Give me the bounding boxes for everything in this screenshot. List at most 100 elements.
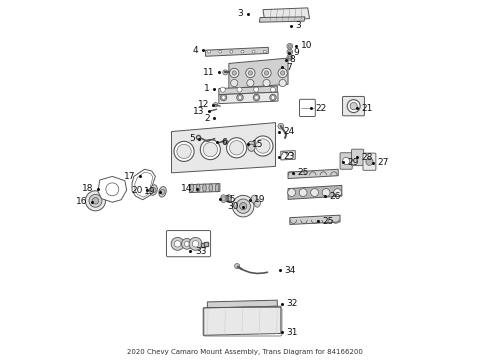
- Text: 26: 26: [329, 192, 341, 201]
- Circle shape: [174, 141, 194, 161]
- Text: 28: 28: [362, 153, 373, 162]
- Circle shape: [288, 189, 295, 197]
- Text: 31: 31: [286, 328, 298, 337]
- Circle shape: [334, 189, 342, 197]
- Text: 6: 6: [221, 138, 227, 147]
- Circle shape: [262, 68, 271, 78]
- FancyBboxPatch shape: [351, 149, 364, 166]
- Ellipse shape: [251, 195, 257, 203]
- Circle shape: [322, 189, 330, 197]
- Polygon shape: [263, 8, 310, 21]
- Circle shape: [263, 50, 266, 53]
- Text: 11: 11: [203, 68, 215, 77]
- Text: 19: 19: [144, 187, 155, 196]
- Circle shape: [220, 87, 225, 92]
- Circle shape: [192, 240, 199, 247]
- Text: 8: 8: [290, 55, 295, 64]
- Text: 16: 16: [76, 197, 87, 206]
- Text: 25: 25: [297, 168, 308, 177]
- Circle shape: [347, 100, 360, 113]
- FancyBboxPatch shape: [167, 230, 211, 257]
- Circle shape: [248, 141, 255, 148]
- Circle shape: [253, 136, 273, 156]
- Circle shape: [226, 138, 246, 158]
- Polygon shape: [290, 215, 340, 225]
- Circle shape: [237, 87, 242, 92]
- Circle shape: [289, 56, 291, 59]
- Circle shape: [219, 50, 221, 53]
- Circle shape: [232, 71, 236, 75]
- Polygon shape: [219, 92, 278, 104]
- Text: 10: 10: [300, 41, 312, 50]
- Polygon shape: [259, 17, 305, 22]
- Circle shape: [311, 189, 319, 197]
- Polygon shape: [98, 176, 126, 202]
- Text: 5: 5: [189, 134, 195, 143]
- Circle shape: [255, 96, 258, 99]
- Circle shape: [220, 94, 227, 101]
- Circle shape: [221, 197, 225, 201]
- Text: 33: 33: [195, 247, 206, 256]
- Circle shape: [231, 80, 238, 87]
- Circle shape: [236, 199, 250, 213]
- Text: 34: 34: [285, 266, 296, 275]
- Circle shape: [89, 194, 102, 207]
- Polygon shape: [204, 306, 281, 335]
- Circle shape: [160, 189, 165, 194]
- Text: 23: 23: [284, 152, 295, 161]
- Text: 19: 19: [254, 195, 266, 204]
- Circle shape: [238, 96, 242, 99]
- Circle shape: [232, 195, 254, 217]
- FancyBboxPatch shape: [343, 96, 365, 116]
- Circle shape: [235, 264, 240, 269]
- Text: 24: 24: [284, 127, 295, 136]
- Circle shape: [230, 50, 233, 53]
- Text: 14: 14: [181, 184, 192, 193]
- Text: 21: 21: [362, 104, 373, 113]
- Text: 15: 15: [224, 194, 236, 203]
- Circle shape: [248, 144, 255, 151]
- Ellipse shape: [226, 195, 232, 203]
- Ellipse shape: [209, 184, 213, 192]
- Text: 3: 3: [295, 21, 301, 30]
- Text: 4: 4: [193, 46, 198, 55]
- Text: 32: 32: [286, 299, 297, 308]
- Text: 2: 2: [204, 114, 210, 123]
- Text: 2020 Chevy Camaro Mount Assembly, Trans Diagram for 84166200: 2020 Chevy Camaro Mount Assembly, Trans …: [127, 349, 363, 355]
- Circle shape: [85, 191, 105, 211]
- Polygon shape: [132, 169, 155, 200]
- Circle shape: [263, 80, 270, 87]
- Circle shape: [265, 71, 269, 75]
- Ellipse shape: [220, 195, 226, 203]
- Text: 9: 9: [294, 48, 299, 57]
- Circle shape: [171, 237, 184, 250]
- Circle shape: [177, 144, 191, 158]
- Text: 1: 1: [204, 84, 210, 93]
- Circle shape: [270, 94, 276, 101]
- Circle shape: [270, 87, 275, 92]
- Text: 25: 25: [322, 217, 334, 226]
- Text: 20: 20: [131, 185, 143, 194]
- Text: 30: 30: [227, 202, 239, 211]
- Text: 29: 29: [347, 158, 359, 167]
- Polygon shape: [205, 47, 269, 56]
- Ellipse shape: [150, 185, 157, 195]
- Circle shape: [241, 50, 244, 53]
- Circle shape: [208, 50, 211, 53]
- Circle shape: [248, 71, 252, 75]
- Ellipse shape: [159, 186, 166, 197]
- FancyBboxPatch shape: [340, 153, 352, 169]
- Polygon shape: [281, 150, 295, 160]
- Circle shape: [240, 203, 247, 210]
- Polygon shape: [190, 184, 220, 193]
- Circle shape: [181, 238, 192, 249]
- Ellipse shape: [215, 184, 219, 192]
- Circle shape: [203, 143, 218, 157]
- Circle shape: [189, 237, 202, 250]
- Circle shape: [256, 139, 270, 153]
- Circle shape: [280, 71, 285, 75]
- Circle shape: [278, 123, 284, 129]
- Polygon shape: [288, 169, 338, 179]
- Circle shape: [237, 94, 243, 101]
- Circle shape: [279, 80, 286, 87]
